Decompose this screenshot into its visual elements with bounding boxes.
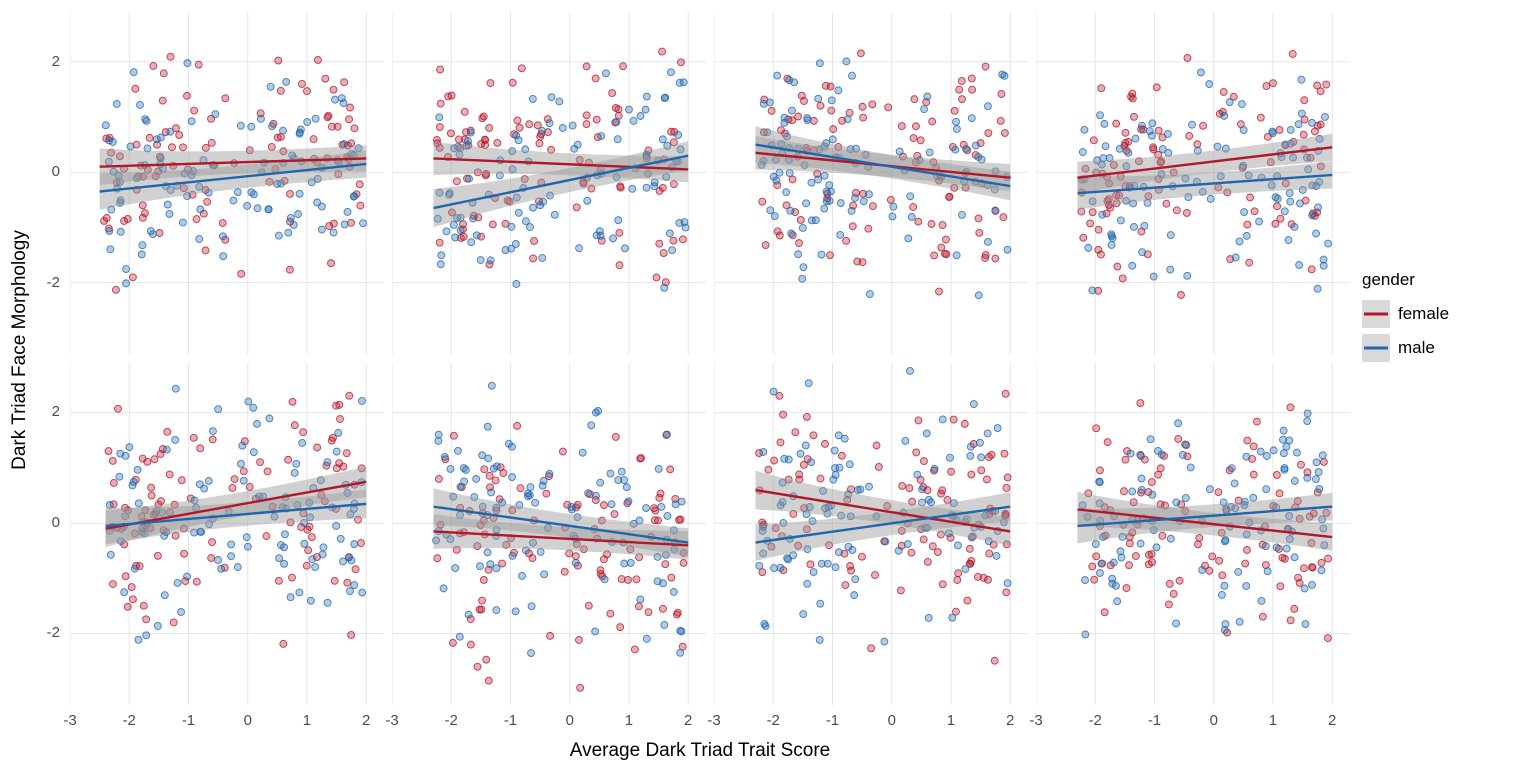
y-tick-label: -2 — [36, 274, 60, 291]
panel-8 — [1036, 363, 1350, 706]
x-tick-label: -3 — [1024, 712, 1048, 729]
panel-4 — [1036, 12, 1350, 355]
x-tick-label: 1 — [617, 712, 641, 729]
x-tick-label: 2 — [1320, 712, 1344, 729]
legend: gender female male — [1362, 270, 1512, 368]
x-tick-label: 1 — [295, 712, 319, 729]
x-tick-label: 0 — [880, 712, 904, 729]
x-tick-label: 0 — [1202, 712, 1226, 729]
legend-item-female: female — [1362, 300, 1512, 328]
panel-7 — [714, 363, 1028, 706]
y-tick-label: 0 — [36, 514, 60, 531]
legend-label-male: male — [1398, 338, 1435, 358]
figure-container: Dark Triad Face Morphology Average Dark … — [0, 0, 1536, 768]
x-axis-title: Average Dark Triad Trait Score — [60, 740, 1340, 762]
x-tick-label: -1 — [820, 712, 844, 729]
x-tick-label: -1 — [1142, 712, 1166, 729]
panel-5 — [70, 363, 384, 706]
legend-key-female — [1362, 300, 1390, 328]
x-tick-label: -1 — [176, 712, 200, 729]
legend-title: gender — [1362, 270, 1512, 290]
x-tick-label: -3 — [58, 712, 82, 729]
x-tick-label: 0 — [558, 712, 582, 729]
legend-item-male: male — [1362, 334, 1512, 362]
x-tick-label: 0 — [236, 712, 260, 729]
x-tick-label: -1 — [498, 712, 522, 729]
x-tick-label: 1 — [1261, 712, 1285, 729]
x-tick-label: -3 — [702, 712, 726, 729]
y-tick-label: -2 — [36, 624, 60, 641]
y-tick-label: 0 — [36, 163, 60, 180]
y-tick-label: 2 — [36, 403, 60, 420]
x-tick-label: -2 — [117, 712, 141, 729]
panel-2 — [392, 12, 706, 355]
x-tick-label: 2 — [354, 712, 378, 729]
panel-3 — [714, 12, 1028, 355]
x-tick-label: 2 — [676, 712, 700, 729]
panel-6 — [392, 363, 706, 706]
x-tick-label: 2 — [998, 712, 1022, 729]
x-tick-label: -2 — [439, 712, 463, 729]
y-tick-label: 2 — [36, 53, 60, 70]
panel-1 — [70, 12, 384, 355]
y-axis-title: Dark Triad Face Morphology — [6, 0, 34, 700]
x-tick-label: -2 — [761, 712, 785, 729]
legend-key-male — [1362, 334, 1390, 362]
x-tick-label: -2 — [1083, 712, 1107, 729]
legend-label-female: female — [1398, 304, 1449, 324]
x-tick-label: -3 — [380, 712, 404, 729]
x-tick-label: 1 — [939, 712, 963, 729]
